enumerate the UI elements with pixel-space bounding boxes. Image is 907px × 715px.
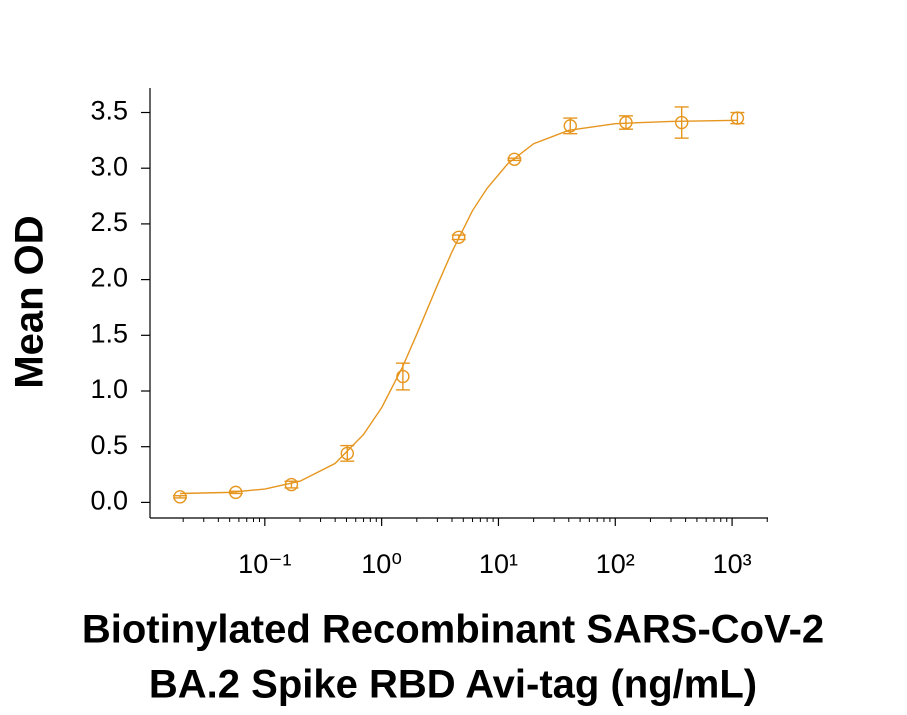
x-axis-title: Biotinylated Recombinant SARS-CoV-2	[82, 608, 824, 652]
data-point	[173, 490, 187, 504]
y-tick-label: 2.0	[90, 263, 128, 293]
x-axis-title: BA.2 Spike RBD Avi-tag (ng/mL)	[149, 663, 757, 707]
y-tick-label: 0.0	[90, 486, 128, 516]
data-point	[563, 119, 577, 133]
y-tick-label: 2.5	[90, 207, 128, 237]
error-bar	[674, 106, 689, 139]
y-tick-label: 3.0	[90, 151, 128, 181]
data-point	[452, 230, 466, 244]
data-point	[340, 446, 354, 461]
x-tick-label: 10⁰	[361, 549, 402, 579]
x-tick-label: 10³	[713, 549, 752, 579]
y-tick-label: 1.5	[90, 318, 128, 348]
error-bar	[173, 495, 188, 499]
x-tick-label: 10⁻¹	[238, 549, 291, 579]
data-point	[730, 111, 745, 125]
y-axis-title: Mean OD	[8, 215, 52, 388]
y-tick-label: 0.5	[90, 430, 128, 460]
y-tick-label: 3.5	[90, 96, 128, 126]
fit-curve	[180, 119, 738, 495]
data-point	[674, 115, 689, 130]
error-bar	[563, 117, 578, 135]
y-tick-label: 1.0	[90, 374, 128, 404]
data-point	[507, 152, 522, 166]
x-tick-label: 10¹	[479, 549, 518, 579]
x-tick-label: 10²	[596, 549, 635, 579]
